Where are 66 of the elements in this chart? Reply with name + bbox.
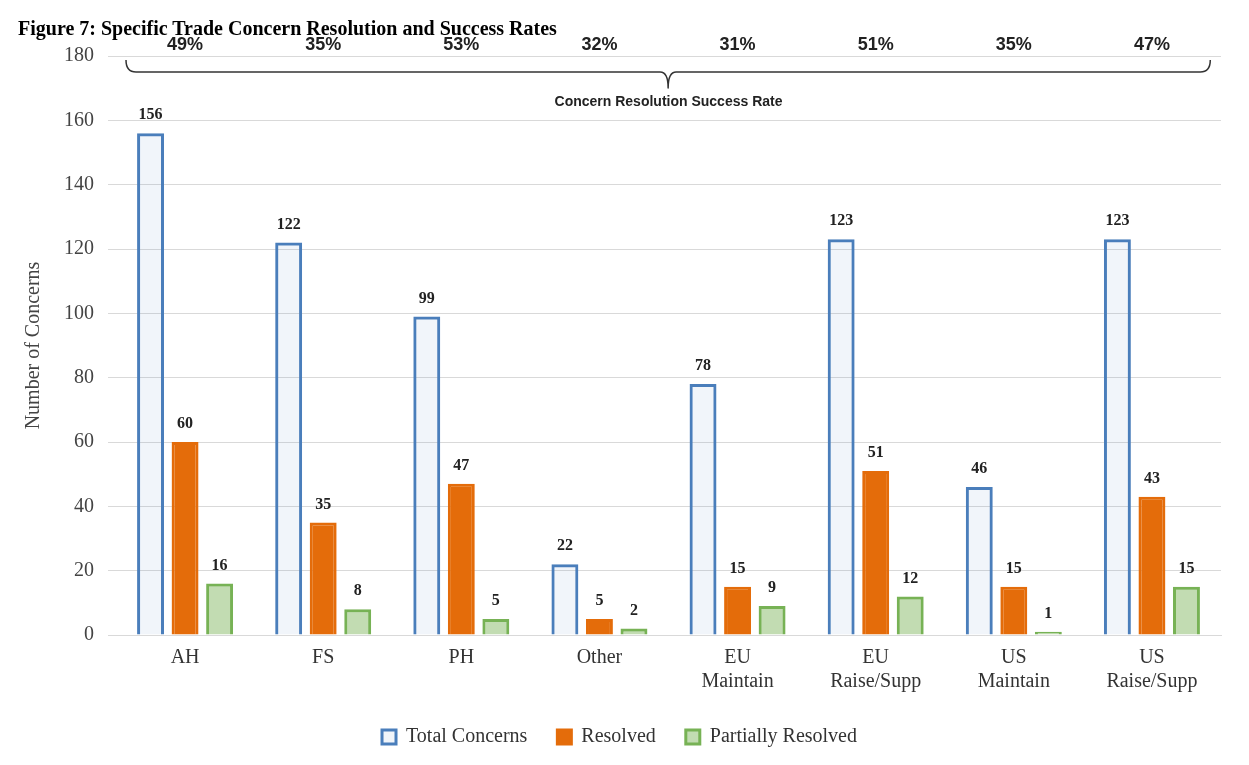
data-label: 22 xyxy=(556,536,573,554)
data-label: 8 xyxy=(353,581,362,599)
data-label: 12 xyxy=(902,568,919,586)
data-label: 43 xyxy=(1143,468,1160,486)
bar xyxy=(827,239,855,635)
bar xyxy=(344,609,372,635)
legend-label: Resolved xyxy=(581,724,656,747)
annotation: Concern Resolution Success Rate xyxy=(554,92,783,109)
y-axis-title: Number of Concerns xyxy=(21,261,44,430)
x-tick-label: US Raise/Supp xyxy=(1106,645,1198,693)
bar xyxy=(275,242,303,635)
y-tick-label: 80 xyxy=(74,364,94,387)
y-tick-label: 120 xyxy=(64,236,94,259)
bar xyxy=(1103,239,1131,635)
bar xyxy=(965,487,993,635)
x-tick-label: Other xyxy=(576,645,623,668)
y-tick-label: 0 xyxy=(84,622,94,645)
data-label: 156 xyxy=(138,105,163,123)
bar xyxy=(137,133,164,635)
y-tick-label: 180 xyxy=(64,43,94,66)
data-label: 60 xyxy=(177,414,194,432)
data-label: 2 xyxy=(629,600,638,618)
data-label: 15 xyxy=(729,558,746,576)
x-tick-label: FS xyxy=(312,645,335,668)
data-label: 123 xyxy=(829,211,854,229)
y-tick-label: 40 xyxy=(74,493,94,516)
data-label: 15 xyxy=(1005,558,1022,576)
data-label: 123 xyxy=(1105,211,1130,229)
data-label: 35 xyxy=(315,494,332,512)
data-label: 99 xyxy=(418,288,435,306)
y-tick-label: 160 xyxy=(64,107,94,130)
data-label: 78 xyxy=(695,356,712,374)
x-tick-label: EU Maintain xyxy=(701,645,774,692)
bar xyxy=(482,618,510,635)
data-label: 51 xyxy=(867,443,884,461)
bar xyxy=(758,606,786,635)
text: 35% xyxy=(995,33,1032,54)
bar xyxy=(206,583,234,635)
x-tick-label: EU Raise/Supp xyxy=(830,645,922,693)
bar xyxy=(896,596,924,635)
legend-label: Total Concerns xyxy=(406,724,528,747)
y-tick-label: 20 xyxy=(74,557,94,580)
data-label: 46 xyxy=(971,459,988,477)
legend-label: Partially Resolved xyxy=(709,724,857,748)
data-label: 122 xyxy=(276,214,301,232)
y-tick-label: 140 xyxy=(64,171,94,194)
text: 32% xyxy=(581,33,618,54)
data-label: 5 xyxy=(491,591,500,609)
bar xyxy=(689,384,717,635)
bar xyxy=(1173,586,1200,635)
text: 31% xyxy=(719,33,756,54)
bar xyxy=(551,564,579,635)
y-tick-label: 100 xyxy=(64,300,94,323)
data-label: 16 xyxy=(211,555,228,573)
x-tick-label: PH xyxy=(448,645,475,668)
y-tick-label: 60 xyxy=(74,429,94,452)
text: 47% xyxy=(1133,33,1170,54)
text: 51% xyxy=(857,33,894,54)
x-tick-label: US Maintain xyxy=(977,645,1050,692)
data-label: 9 xyxy=(768,578,777,596)
data-label: 47 xyxy=(453,455,470,473)
data-label: 1 xyxy=(1044,603,1053,621)
x-tick-label: AH xyxy=(170,645,200,668)
data-label: 15 xyxy=(1178,558,1195,576)
data-label: 5 xyxy=(595,591,604,609)
bar xyxy=(413,316,441,635)
